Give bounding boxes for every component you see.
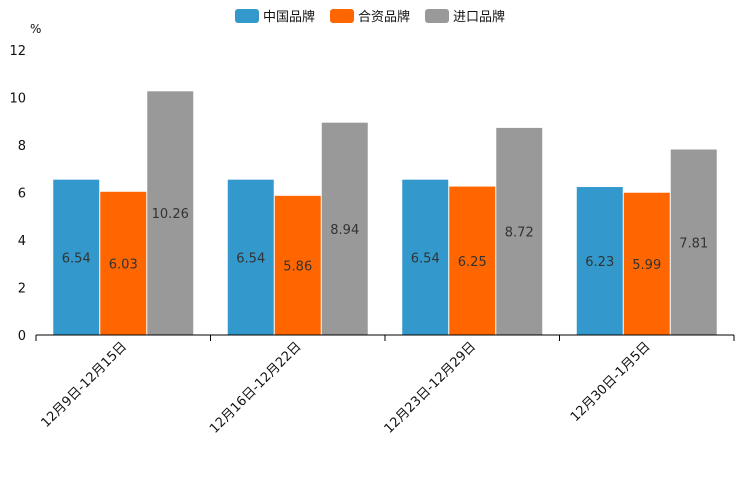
x-category-label: 12月30日-1月5日 — [568, 339, 654, 425]
y-tick-label: 2 — [18, 282, 26, 297]
bar-import-2 — [496, 127, 543, 336]
bar-china-3 — [576, 187, 623, 335]
bar-value-label: 10.26 — [152, 207, 189, 222]
legend-swatch — [425, 9, 449, 23]
x-category-label: 12月9日-12月15日 — [38, 339, 130, 431]
legend-label: 进口品牌 — [453, 9, 505, 25]
bar-value-label: 6.03 — [109, 257, 138, 272]
x-axis-ticks: 12月9日-12月15日 12月16日-12月22日 12月23日-12月29日 12… — [35, 335, 735, 437]
bar-value-label: 6.54 — [62, 251, 91, 266]
bar-jv-3 — [623, 192, 670, 335]
legend: 中国品牌 合资品牌 进口品牌 — [235, 9, 505, 25]
bar-value-label: 6.54 — [411, 251, 440, 266]
bar-jv-0 — [100, 191, 147, 335]
bar-china-0 — [53, 179, 100, 335]
x-category-label: 12月23日-12月29日 — [382, 339, 479, 436]
legend-label: 合资品牌 — [358, 9, 410, 25]
bar-value-label: 8.72 — [505, 225, 534, 240]
y-tick-label: 6 — [18, 187, 26, 202]
legend-swatch — [235, 9, 259, 23]
bar-jv-1 — [274, 195, 321, 335]
legend-label: 中国品牌 — [263, 9, 315, 25]
y-tick-label: 4 — [18, 234, 26, 249]
bar-value-label: 5.86 — [283, 259, 312, 274]
y-tick-label: 0 — [18, 329, 26, 344]
y-tick-label: 8 — [18, 139, 26, 154]
bar-value-label: 6.23 — [585, 255, 614, 270]
bar-import-3 — [670, 149, 717, 335]
y-tick-label: 10 — [9, 92, 26, 107]
bars: 6.54 6.03 10.26 6.54 5.86 8.94 6.54 6.25 8.72 6.2… — [53, 91, 717, 336]
y-tick-label: 12 — [9, 44, 26, 59]
bar-value-label: 8.94 — [330, 223, 359, 238]
bar-jv-2 — [449, 186, 496, 335]
bar-value-label: 5.99 — [632, 258, 661, 273]
y-axis-ticks: 0 2 4 6 8 10 12 — [9, 44, 26, 344]
bar-import-1 — [321, 122, 368, 335]
bar-value-label: 6.25 — [458, 255, 487, 270]
legend-swatch — [330, 9, 354, 23]
bar-import-0 — [147, 91, 194, 335]
bar-value-label: 7.81 — [679, 236, 708, 251]
bar-china-2 — [402, 179, 449, 335]
bar-china-1 — [227, 179, 274, 335]
bar-value-label: 6.54 — [236, 251, 265, 266]
y-axis-unit-label: % — [30, 22, 41, 36]
x-category-label: 12月16日-12月22日 — [207, 339, 304, 436]
